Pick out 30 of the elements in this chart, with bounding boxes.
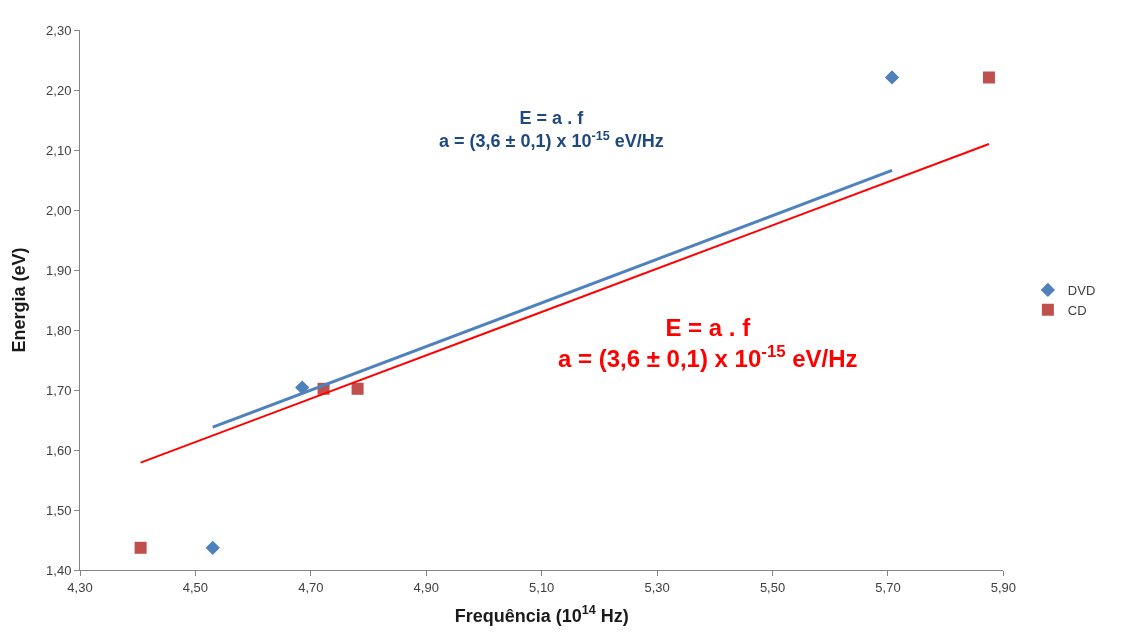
x-tick-label: 5,70 — [875, 579, 901, 595]
x-tick-label: 5,90 — [990, 579, 1017, 595]
y-tick-label: 1,70 — [46, 382, 72, 398]
annotation: E = a . f a = (3,6 ± 0,1) x 10$^{-15}$ eV/Hz — [558, 314, 858, 373]
y-tick-label: 1,80 — [46, 322, 72, 338]
y-tick-label: 2,10 — [46, 142, 72, 158]
y-tick-label: 2,30 — [46, 22, 72, 38]
x-tick-label: 5,30 — [644, 579, 670, 595]
point — [205, 540, 220, 555]
x-tick-label: 4,70 — [298, 579, 324, 595]
y-tick-label: 1,60 — [46, 442, 72, 458]
point — [884, 70, 900, 85]
legend-label: DVD — [1067, 283, 1096, 299]
x-tick-label: 5,50 — [759, 579, 786, 595]
point — [982, 71, 995, 84]
annotation: E = a . f a = (3,6 ± 0,1) x 10$^{-15}$ eV/Hz — [439, 108, 664, 152]
x-tick-label: 5,10 — [529, 579, 555, 595]
x-axis-title: Frequência (10$^{14}$ Hz) — [454, 603, 629, 626]
x-tick-label: 4,90 — [413, 579, 439, 595]
x-tick-label: 4,30 — [67, 579, 93, 595]
y-tick-label: 2,20 — [46, 82, 72, 98]
legend-label: CD — [1067, 302, 1087, 318]
point — [134, 541, 147, 554]
x-tick-label: 4,50 — [182, 579, 209, 595]
y-tick-label: 1,40 — [46, 562, 72, 578]
point — [351, 382, 364, 395]
y-tick-label: 1,50 — [46, 502, 72, 518]
y-axis-title: Energia (eV) — [9, 247, 30, 353]
y-tick-label: 2,00 — [46, 202, 72, 218]
y-tick-label: 1,90 — [46, 262, 72, 278]
